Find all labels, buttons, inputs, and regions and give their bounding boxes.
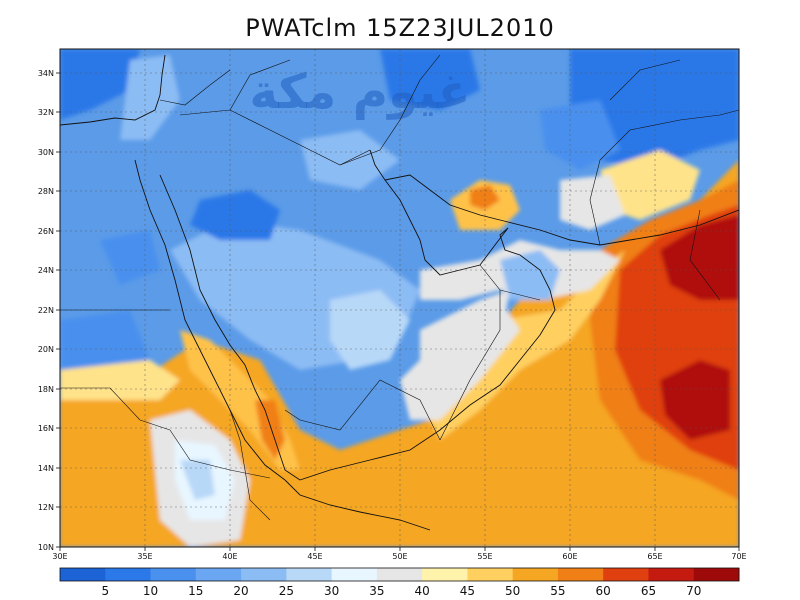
colorbar-swatch <box>467 568 514 581</box>
map-title: PWATclm 15Z23JUL2010 <box>245 14 555 42</box>
lon-label: 55E <box>477 552 492 561</box>
borders <box>60 54 739 521</box>
colorbar-label: 15 <box>188 584 203 598</box>
colorbar-label: 50 <box>505 584 520 598</box>
lon-label: 50E <box>392 552 407 561</box>
colorbar-label: 65 <box>641 584 656 598</box>
colorbar-swatch <box>60 568 106 581</box>
colorbar: 5 10 15 20 25 30 35 40 45 50 55 60 65 70 <box>59 567 740 598</box>
colorbar-swatch <box>512 568 559 581</box>
colorbar-label: 60 <box>596 584 611 598</box>
lat-label: 26N <box>38 227 54 236</box>
coastlines <box>60 54 739 531</box>
lon-label: 70E <box>731 552 746 561</box>
lon-label: 60E <box>562 552 577 561</box>
colorbar-swatch <box>422 568 468 581</box>
colorbar-swatch <box>331 568 378 581</box>
colorbar-label: 40 <box>414 584 429 598</box>
colorbar-swatch <box>648 568 695 581</box>
colorbar-label: 10 <box>143 584 158 598</box>
colorbar-swatch <box>105 568 152 581</box>
lat-label: 10N <box>38 543 54 552</box>
lon-label: 35E <box>137 552 152 561</box>
colorbar-frame <box>59 567 740 582</box>
lat-label: 28N <box>38 187 54 196</box>
lat-labels: 10N 12N 14N 16N 18N 20N 22N 24N 26N 28N … <box>38 69 54 552</box>
lat-label: 34N <box>38 69 54 78</box>
colorbar-swatch <box>286 568 333 581</box>
colorbar-swatch <box>603 568 649 581</box>
colorbar-swatch <box>241 568 287 581</box>
colorbar-label: 45 <box>460 584 475 598</box>
graticule <box>60 49 739 547</box>
colorbar-label: 25 <box>279 584 294 598</box>
colorbar-label: 55 <box>550 584 565 598</box>
lon-label: 65E <box>647 552 662 561</box>
field-layer: غيوم مكة <box>60 49 739 547</box>
lat-label: 32N <box>38 108 54 117</box>
lon-label: 45E <box>307 552 322 561</box>
colorbar-label: 30 <box>324 584 339 598</box>
watermark-text: غيوم مكة <box>249 64 470 120</box>
colorbar-swatch <box>376 568 423 581</box>
lat-label: 24N <box>38 266 54 275</box>
lat-label: 20N <box>38 345 54 354</box>
colorbar-label: 5 <box>101 584 109 598</box>
lat-label: 14N <box>38 464 54 473</box>
plot-frame <box>59 48 740 548</box>
colorbar-label: 70 <box>686 584 701 598</box>
lat-label: 12N <box>38 503 54 512</box>
lat-label: 22N <box>38 306 54 315</box>
lat-label: 16N <box>38 424 54 433</box>
lat-label: 30N <box>38 148 54 157</box>
lon-labels: 30E 35E 40E 45E 50E 55E 60E 65E 70E <box>52 552 746 561</box>
colorbar-swatch <box>195 568 242 581</box>
lat-label: 18N <box>38 385 54 394</box>
colorbar-label: 35 <box>369 584 384 598</box>
colorbar-swatch <box>557 568 604 581</box>
colorbar-swatch <box>693 568 740 581</box>
colorbar-label: 20 <box>233 584 248 598</box>
tick-marks <box>56 72 740 551</box>
lon-label: 30E <box>52 552 67 561</box>
colorbar-swatch <box>150 568 197 581</box>
lon-label: 40E <box>222 552 237 561</box>
